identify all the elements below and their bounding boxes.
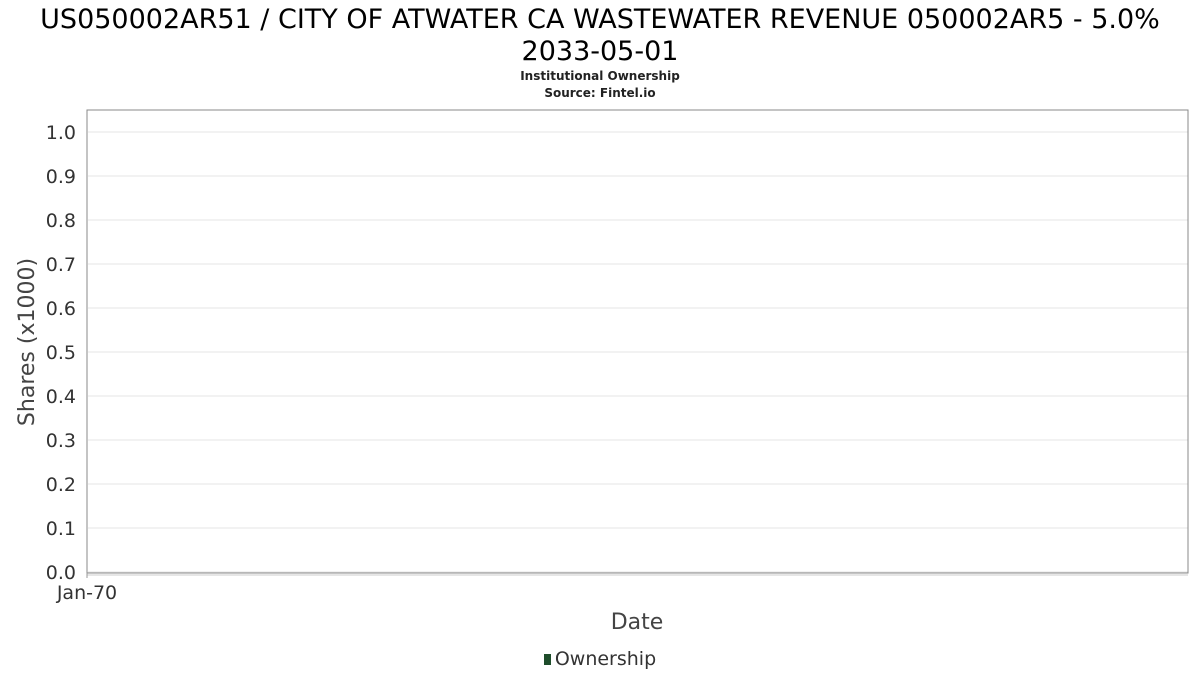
chart-source: Source: Fintel.io bbox=[544, 86, 656, 100]
y-tick-label: 0.4 bbox=[46, 386, 76, 408]
legend: Ownership bbox=[0, 648, 1200, 670]
plot-frame bbox=[86, 109, 1189, 574]
y-tick-label: 1.0 bbox=[46, 122, 76, 144]
y-tick-label: 0.0 bbox=[46, 562, 76, 584]
y-tick-label: 0.1 bbox=[46, 518, 76, 540]
y-tick-label: 0.3 bbox=[46, 430, 76, 452]
x-tick-label: Jan-70 bbox=[56, 582, 117, 604]
legend-swatch-ownership bbox=[543, 653, 551, 665]
y-tick-label: 0.9 bbox=[46, 166, 76, 188]
y-tick-label: 0.7 bbox=[46, 254, 76, 276]
y-axis-ticks: 0.0 0.1 0.2 0.3 0.4 0.5 0.6 0.7 0.8 0.9 1.0 bbox=[46, 122, 76, 584]
x-axis-ticks: Jan-70 bbox=[56, 573, 117, 604]
y-tick-label: 0.5 bbox=[46, 342, 76, 364]
y-tick-label: 0.6 bbox=[46, 298, 76, 320]
y-tick-label: 0.2 bbox=[46, 474, 76, 496]
y-tick-label: 0.8 bbox=[46, 210, 76, 232]
legend-label-ownership: Ownership bbox=[554, 648, 657, 670]
chart-subtitle: Institutional Ownership bbox=[520, 69, 680, 83]
x-axis-title: Date bbox=[611, 610, 664, 635]
y-axis-title: Shares (x1000) bbox=[15, 258, 40, 426]
gridlines bbox=[88, 131, 1188, 573]
chart-title-line-2: 2033-05-01 bbox=[521, 36, 679, 67]
chart-title: US050002AR51 / CITY OF ATWATER CA WASTEW… bbox=[40, 4, 1160, 35]
